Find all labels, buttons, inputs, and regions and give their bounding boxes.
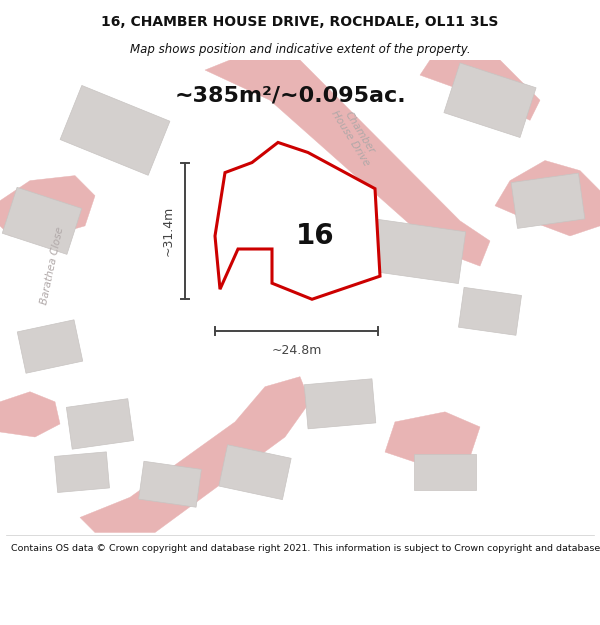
Polygon shape: [511, 173, 585, 228]
Polygon shape: [80, 377, 310, 532]
Polygon shape: [17, 320, 83, 373]
Polygon shape: [364, 219, 466, 284]
Text: ~385m²/~0.095ac.: ~385m²/~0.095ac.: [174, 85, 406, 105]
Polygon shape: [304, 379, 376, 429]
Polygon shape: [55, 452, 109, 493]
Polygon shape: [0, 176, 95, 236]
Polygon shape: [444, 63, 536, 138]
Polygon shape: [414, 454, 476, 490]
Polygon shape: [67, 399, 134, 449]
Text: 16: 16: [296, 222, 334, 250]
Text: ~31.4m: ~31.4m: [162, 206, 175, 256]
Polygon shape: [215, 142, 380, 299]
Polygon shape: [2, 188, 82, 254]
Text: 16, CHAMBER HOUSE DRIVE, ROCHDALE, OL11 3LS: 16, CHAMBER HOUSE DRIVE, ROCHDALE, OL11 …: [101, 15, 499, 29]
Text: Chamber
House Drive: Chamber House Drive: [329, 102, 381, 168]
Polygon shape: [205, 60, 490, 266]
Polygon shape: [495, 161, 600, 236]
Polygon shape: [458, 288, 521, 335]
Text: Barathea Close: Barathea Close: [39, 226, 65, 306]
Polygon shape: [0, 392, 60, 437]
Polygon shape: [139, 461, 202, 508]
Polygon shape: [420, 60, 540, 121]
Polygon shape: [385, 412, 480, 467]
Text: ~24.8m: ~24.8m: [271, 344, 322, 356]
Polygon shape: [60, 86, 170, 175]
Polygon shape: [219, 445, 291, 499]
Text: Contains OS data © Crown copyright and database right 2021. This information is : Contains OS data © Crown copyright and d…: [11, 544, 600, 552]
Text: Map shows position and indicative extent of the property.: Map shows position and indicative extent…: [130, 43, 470, 56]
